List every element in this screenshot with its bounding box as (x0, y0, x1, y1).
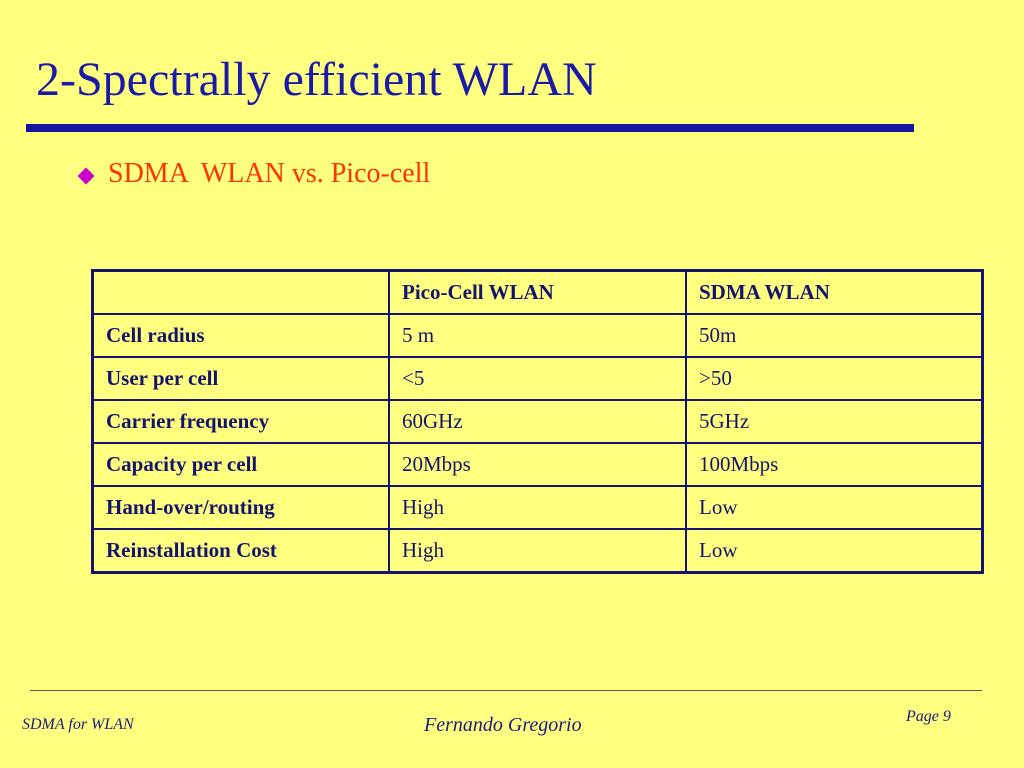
table-header-cell: SDMA WLAN (685, 269, 984, 315)
table-cell: High (388, 528, 687, 574)
row-label: Carrier frequency (91, 399, 390, 444)
row-label: Cell radius (91, 313, 390, 358)
bullet-text: SDMA WLAN vs. Pico-cell (108, 158, 431, 189)
table-cell: High (388, 485, 687, 530)
table-cell: Low (685, 528, 984, 574)
title-underline (26, 124, 914, 132)
table-cell: <5 (388, 356, 687, 401)
table-header-cell: Pico-Cell WLAN (388, 269, 687, 315)
row-label: Capacity per cell (91, 442, 390, 487)
comparison-table: Pico-Cell WLAN SDMA WLAN Cell radius 5 m… (91, 269, 984, 574)
table-cell: 5 m (388, 313, 687, 358)
row-label: Hand-over/routing (91, 485, 390, 530)
table-row: Reinstallation Cost High Low (91, 528, 984, 574)
table-cell: 5GHz (685, 399, 984, 444)
footer-topic: SDMA for WLAN (22, 716, 134, 733)
table-row: Hand-over/routing High Low (91, 485, 984, 530)
table-cell: Low (685, 485, 984, 530)
bullet-item: SDMA WLAN vs. Pico-cell (77, 158, 431, 190)
row-label: Reinstallation Cost (91, 528, 390, 574)
table-cell: 20Mbps (388, 442, 687, 487)
slide-title: 2-Spectrally efficient WLAN (36, 53, 597, 106)
row-label: User per cell (91, 356, 390, 401)
table-row: Carrier frequency 60GHz 5GHz (91, 399, 984, 444)
table-cell: 60GHz (388, 399, 687, 444)
table-row: Capacity per cell 20Mbps 100Mbps (91, 442, 984, 487)
table-header-cell (91, 269, 390, 315)
footer-divider (30, 690, 982, 691)
table-cell: 100Mbps (685, 442, 984, 487)
table-row: User per cell <5 >50 (91, 356, 984, 401)
table-header-row: Pico-Cell WLAN SDMA WLAN (91, 269, 984, 315)
page-number: Page 9 (906, 708, 951, 725)
footer-author: Fernando Gregorio (424, 714, 582, 736)
table-row: Cell radius 5 m 50m (91, 313, 984, 358)
table-cell: >50 (685, 356, 984, 401)
table-cell: 50m (685, 313, 984, 358)
diamond-bullet-icon (77, 167, 95, 185)
